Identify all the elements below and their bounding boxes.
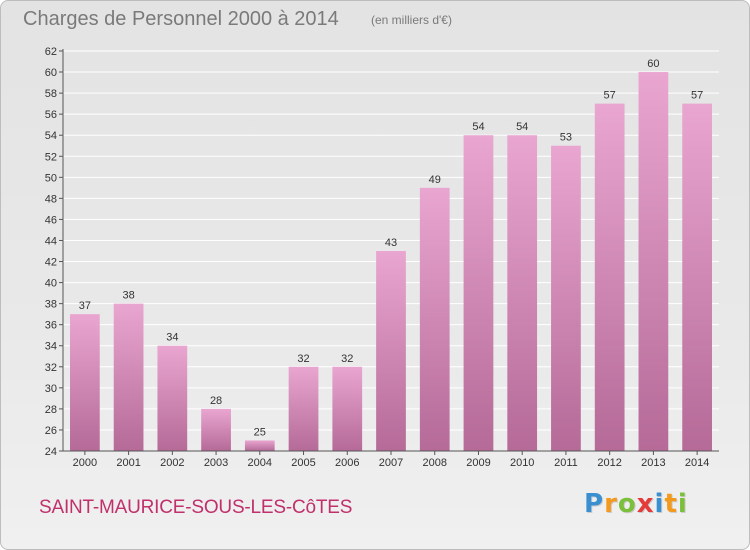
bar xyxy=(551,145,581,451)
y-tick-label: 60 xyxy=(45,67,57,79)
bar-value-label: 54 xyxy=(516,121,528,133)
bar-value-label: 57 xyxy=(604,90,616,102)
labels-layer: 37 38 34 28 25 32 32 43 49 54 54 53 57 60 57 xyxy=(79,58,704,438)
logo-letter: o xyxy=(617,489,637,519)
bar xyxy=(288,366,319,451)
bar xyxy=(463,135,494,452)
x-tick-label: 2006 xyxy=(335,457,359,469)
y-tick-label: 50 xyxy=(45,172,57,184)
bar xyxy=(157,345,188,451)
bar-value-label: 32 xyxy=(341,353,353,365)
x-tick-label: 2010 xyxy=(510,457,534,469)
logo-letter: i xyxy=(654,489,665,519)
logo-letter: x xyxy=(636,489,655,519)
y-tick-label: 34 xyxy=(45,341,57,353)
proxiti-logo: Proxiti xyxy=(584,489,688,519)
x-tick-label: 2000 xyxy=(73,457,97,469)
x-tick-label: 2013 xyxy=(641,457,665,469)
y-tick-label: 30 xyxy=(45,383,57,395)
bar-value-label: 54 xyxy=(472,121,484,133)
y-tick-label: 48 xyxy=(45,193,57,205)
bar-value-label: 25 xyxy=(254,426,266,438)
bar xyxy=(69,314,100,451)
chart-title: Charges de Personnel 2000 à 2014 xyxy=(23,8,339,30)
y-tick-label: 62 xyxy=(45,46,57,58)
y-tick-label: 40 xyxy=(45,278,57,290)
x-tick-label: 2004 xyxy=(248,457,272,469)
bar-value-label: 57 xyxy=(691,90,703,102)
bar-value-label: 38 xyxy=(122,290,134,302)
bars-layer xyxy=(69,72,713,452)
x-tick-label: 2008 xyxy=(422,457,446,469)
bar xyxy=(201,408,231,451)
y-tick-label: 52 xyxy=(45,151,57,163)
y-tick-label: 56 xyxy=(45,109,57,121)
bar-value-label: 53 xyxy=(560,132,572,144)
bar xyxy=(376,251,406,451)
bar-value-label: 28 xyxy=(210,395,222,407)
bar-value-label: 37 xyxy=(79,300,91,312)
chart-unit: (en milliers d'€) xyxy=(371,13,452,27)
bar xyxy=(594,103,625,451)
y-tick-label: 28 xyxy=(45,404,57,416)
y-tick-label: 24 xyxy=(45,446,57,458)
bar xyxy=(332,366,363,451)
y-tick-label: 38 xyxy=(45,299,57,311)
logo-letter: r xyxy=(604,489,618,519)
bar-value-label: 49 xyxy=(429,174,441,186)
bar xyxy=(638,72,669,451)
x-tick-label: 2009 xyxy=(466,457,490,469)
y-tick-label: 26 xyxy=(45,425,57,437)
x-tick-label: 2007 xyxy=(379,457,403,469)
y-tick-label: 42 xyxy=(45,257,57,269)
y-tick-label: 46 xyxy=(45,214,57,226)
axis-layer: 24 26 28 30 32 34 36 38 40 42 44 46 48 50 52 54 56 58 60 62… xyxy=(45,46,719,469)
logo-letter: P xyxy=(584,489,605,519)
x-tick-label: 2001 xyxy=(116,457,140,469)
x-tick-label: 2012 xyxy=(597,457,621,469)
x-tick-label: 2003 xyxy=(204,457,228,469)
bar xyxy=(507,135,538,452)
logo-letter: i xyxy=(677,489,688,519)
bar-value-label: 32 xyxy=(297,353,309,365)
y-tick-label: 54 xyxy=(45,130,57,142)
x-tick-label: 2011 xyxy=(554,457,578,469)
y-tick-label: 58 xyxy=(45,88,57,100)
x-tick-label: 2014 xyxy=(685,457,709,469)
commune-name: SAINT-MAURICE-SOUS-LES-CôTES xyxy=(39,497,353,518)
x-tick-label: 2005 xyxy=(291,457,315,469)
x-tick-label: 2002 xyxy=(160,457,184,469)
bar-value-label: 43 xyxy=(385,237,397,249)
bar xyxy=(419,187,450,451)
bar-value-label: 60 xyxy=(647,58,659,70)
bar xyxy=(244,440,275,451)
logo-letter: t xyxy=(664,489,678,519)
bar xyxy=(682,103,713,451)
bar xyxy=(113,303,144,451)
y-tick-label: 32 xyxy=(45,362,57,374)
bar-value-label: 34 xyxy=(166,332,178,344)
y-tick-label: 44 xyxy=(45,235,57,247)
y-tick-label: 36 xyxy=(45,320,57,332)
